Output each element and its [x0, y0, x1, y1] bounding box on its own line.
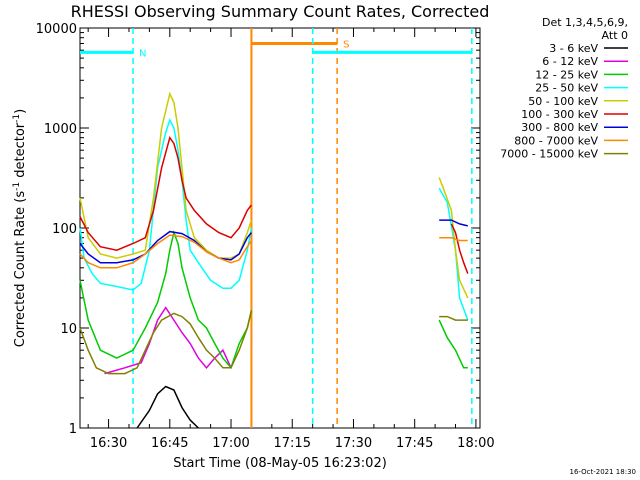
legend-entry-label: 25 - 50 keV [535, 82, 598, 95]
legend-entry-label: 300 - 800 keV [521, 121, 598, 134]
series-line [79, 310, 253, 375]
legend-entry-label: 100 - 300 keV [521, 108, 598, 121]
series-line [439, 219, 468, 227]
span-label: S [343, 39, 349, 50]
series-line [450, 223, 469, 274]
series-line [104, 306, 232, 375]
y-tick-label: 10000 [36, 22, 77, 37]
series-line [438, 187, 469, 321]
plot-frame [79, 27, 481, 429]
series-line [438, 319, 468, 369]
series-line [79, 230, 252, 264]
y-tick-label: 1 [69, 422, 77, 437]
series-line [79, 91, 253, 259]
span-label: N [139, 48, 146, 59]
series-line [79, 118, 253, 291]
chart-title: RHESSI Observing Summary Count Rates, Co… [71, 2, 490, 21]
series-line [79, 135, 252, 251]
x-tick-label: 17:00 [212, 436, 249, 451]
x-tick-label: 17:45 [396, 436, 433, 451]
x-axis-label: Start Time (08-May-05 16:23:02) [173, 456, 387, 471]
attenuator-label: Att 0 [602, 29, 628, 42]
legend-entry-label: 12 - 25 keV [535, 68, 598, 81]
series-line [439, 236, 468, 242]
series-line [439, 315, 468, 321]
series-line [136, 385, 199, 429]
x-axis: 16:30 16:45 17:00 17:15 17:30 17:45 18:00 [87, 28, 495, 451]
series-line [79, 230, 253, 370]
legend-entry-label: 50 - 100 keV [528, 95, 598, 108]
observing-spans: NS [80, 28, 473, 428]
legend-entry-label: 800 - 7000 keV [514, 134, 598, 147]
y-axis: 1 10 100 1000 10000 [36, 22, 480, 437]
x-tick-label: 17:15 [274, 436, 311, 451]
series-lines [79, 91, 469, 429]
legend-entry-label: 6 - 12 keV [542, 55, 598, 68]
y-tick-label: 100 [52, 222, 77, 237]
footer-date: 16-Oct-2021 18:30 [570, 468, 636, 476]
x-tick-label: 16:30 [90, 436, 127, 451]
series-line [438, 177, 469, 299]
y-tick-label: 10 [60, 322, 77, 337]
series-line [79, 234, 253, 269]
y-tick-label: 1000 [44, 122, 77, 137]
y-axis-label: Corrected Count Rate (s-1 detector-1) [12, 109, 28, 347]
detectors-label: Det 1,3,4,5,6,9, [542, 16, 628, 29]
x-tick-label: 17:30 [335, 436, 372, 451]
legend-entry-label: 3 - 6 keV [549, 42, 598, 55]
legend-entry-label: 7000 - 15000 keV [500, 148, 598, 161]
x-tick-label: 16:45 [151, 436, 188, 451]
x-tick-label: 18:00 [457, 436, 494, 451]
